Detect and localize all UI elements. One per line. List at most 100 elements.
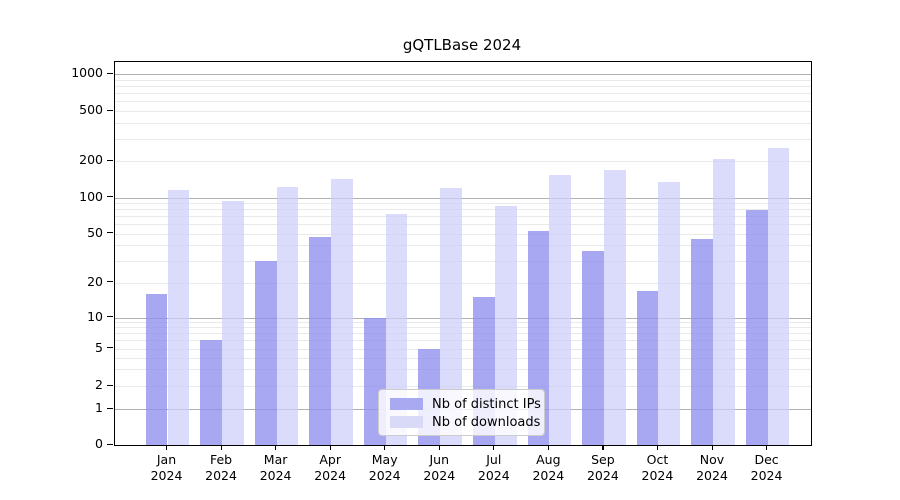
gridline-minor — [115, 260, 811, 262]
gridline-minor — [115, 340, 811, 342]
gridline-minor — [115, 202, 811, 204]
y-tick — [107, 196, 113, 198]
y-tick-label: 10 — [87, 308, 103, 324]
y-tick-label: 20 — [87, 273, 103, 289]
gridline-minor — [115, 233, 811, 235]
x-tick-label: Sep 2024 — [575, 452, 631, 484]
x-tick — [766, 445, 768, 450]
gridline-minor — [115, 322, 811, 324]
x-tick-month: Nov — [699, 452, 725, 467]
gridline-minor — [115, 79, 811, 81]
x-tick-month: May — [371, 452, 398, 467]
gridline-minor — [115, 357, 811, 359]
gridline-minor — [115, 93, 811, 95]
bar-distinct-ips-dec — [745, 210, 768, 445]
gridline-minor — [115, 369, 811, 371]
x-tick-label: Dec 2024 — [739, 452, 795, 484]
bar-downloads-mar — [276, 186, 299, 445]
x-tick-year: 2024 — [205, 468, 237, 483]
x-tick-label: May 2024 — [357, 452, 413, 484]
legend-label: Nb of distinct IPs — [432, 396, 541, 412]
x-tick-year: 2024 — [314, 468, 347, 483]
x-tick-month: Apr — [319, 452, 341, 467]
bar-downloads-aug — [549, 175, 572, 445]
y-tick-label: 500 — [79, 102, 103, 117]
gridline-minor — [115, 111, 811, 112]
legend-label: Nb of downloads — [432, 414, 541, 430]
gridline-minor — [115, 161, 811, 162]
x-tick-month: Jul — [486, 452, 502, 467]
x-tick-year: 2024 — [423, 468, 456, 483]
x-tick-month: Mar — [263, 452, 288, 467]
x-tick-label: Apr 2024 — [302, 452, 358, 484]
bar-downloads-jul — [494, 205, 517, 445]
x-tick-month: Dec — [754, 452, 779, 467]
y-tick-label: 2 — [95, 377, 103, 392]
bar-downloads-jan — [167, 190, 190, 445]
x-tick — [656, 445, 659, 450]
bar-downloads-jun — [440, 187, 463, 445]
y-tick — [107, 109, 113, 111]
bar-downloads-may — [385, 213, 408, 445]
gridline-minor — [115, 386, 811, 387]
bar-distinct-ips-jan — [145, 293, 168, 445]
gridline-minor — [115, 216, 811, 218]
gridline-major — [115, 317, 811, 319]
legend-swatch-downloads — [390, 416, 423, 428]
x-tick-month: Jan — [156, 452, 177, 467]
x-tick — [384, 445, 386, 450]
gridline-minor — [115, 224, 811, 226]
bar-distinct-ips-oct — [636, 290, 659, 445]
gridline-minor — [115, 348, 811, 350]
y-tick-label: 5 — [95, 339, 103, 355]
gridline-minor — [115, 245, 811, 247]
x-tick — [438, 445, 440, 450]
x-tick-month: Oct — [646, 452, 669, 467]
gridline-major — [115, 197, 811, 199]
x-tick-label: Feb 2024 — [193, 452, 249, 484]
x-tick-month: Feb — [209, 452, 233, 467]
x-tick-year: 2024 — [750, 468, 783, 483]
gridline-minor — [115, 123, 811, 125]
x-tick-label: Nov 2024 — [684, 452, 740, 484]
x-tick-label: Mar 2024 — [248, 452, 304, 484]
legend-item: Nb of distinct IPs — [390, 395, 541, 413]
y-tick-label: 200 — [79, 152, 103, 167]
legend-item: Nb of downloads — [390, 413, 540, 431]
x-tick-label: Jul 2024 — [466, 452, 522, 484]
x-tick — [329, 445, 331, 450]
x-tick — [711, 445, 713, 450]
x-tick-year: 2024 — [641, 468, 674, 483]
y-tick-label: 100 — [79, 188, 103, 204]
x-tick — [547, 445, 550, 450]
gridline-minor — [115, 138, 811, 140]
x-tick-month: Aug — [536, 452, 561, 467]
y-tick — [107, 232, 113, 234]
x-tick-month: Jun — [429, 452, 450, 467]
bar-distinct-ips-mar — [254, 260, 277, 445]
y-tick — [107, 159, 113, 161]
bar-distinct-ips-feb — [200, 340, 223, 445]
legend: Nb of distinct IPs Nb of downloads — [378, 389, 545, 436]
bar-distinct-ips-apr — [309, 236, 332, 445]
chart-title: gQTLBase 2024 — [402, 36, 522, 54]
x-tick-label: Aug 2024 — [520, 452, 576, 484]
x-tick — [275, 445, 277, 450]
y-tick — [107, 316, 113, 318]
y-tick — [107, 384, 113, 386]
y-tick-label: 50 — [87, 224, 103, 240]
x-tick — [220, 445, 222, 450]
y-tick — [107, 443, 113, 445]
gridline-minor — [115, 327, 811, 329]
x-tick — [493, 445, 495, 450]
gridline-major — [115, 74, 811, 75]
x-tick — [166, 445, 168, 450]
x-tick-year: 2024 — [586, 468, 619, 483]
bar-downloads-feb — [222, 200, 244, 445]
y-tick-label: 1 — [95, 400, 103, 415]
y-tick — [107, 407, 113, 409]
x-tick-year: 2024 — [696, 468, 728, 483]
x-tick-month: Sep — [591, 452, 615, 467]
y-tick-label: 1000 — [71, 65, 103, 80]
gridline-minor — [115, 333, 811, 335]
